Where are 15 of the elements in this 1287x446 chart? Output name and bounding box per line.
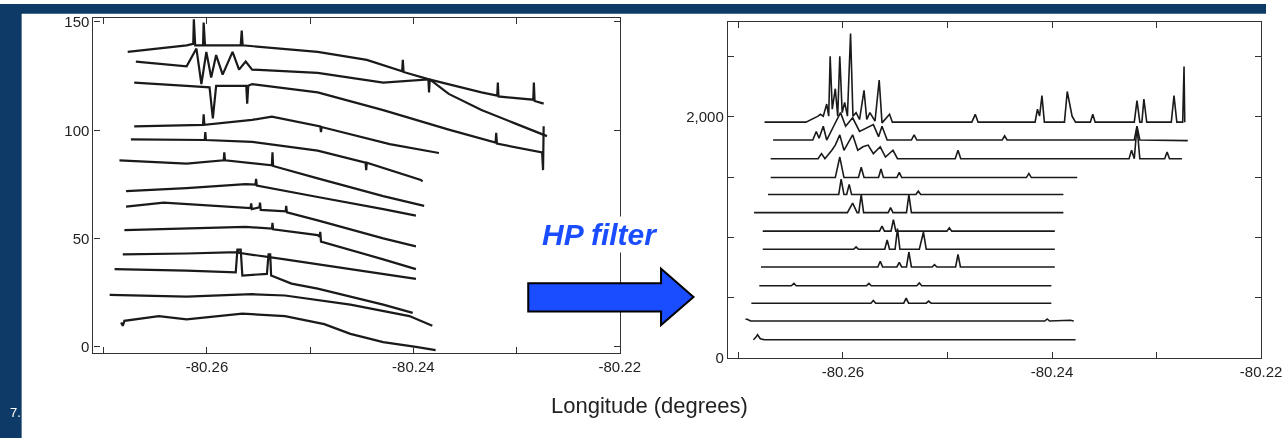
y-tick-label: 100 — [64, 121, 90, 139]
y-tick-label: 0 — [81, 338, 90, 356]
annotation: HP filter — [542, 218, 659, 251]
y-tick-label: 150 — [64, 13, 90, 31]
x-tick-label: -80.26 — [821, 363, 865, 381]
x-axis-title: Longitude (degrees) — [551, 393, 748, 418]
text: 7. — [10, 405, 21, 420]
y-tick-label: 2,000 — [686, 108, 724, 126]
x-tick-label: -80.24 — [392, 358, 435, 376]
y-tick-label: 0 — [715, 349, 724, 367]
y-tick-label: 50 — [72, 229, 90, 247]
x-tick-label: -80.22 — [1239, 363, 1283, 381]
x-tick-label: -80.24 — [1030, 363, 1074, 381]
x-tick-label: -80.22 — [598, 358, 641, 376]
x-tick-label: -80.26 — [185, 358, 229, 376]
